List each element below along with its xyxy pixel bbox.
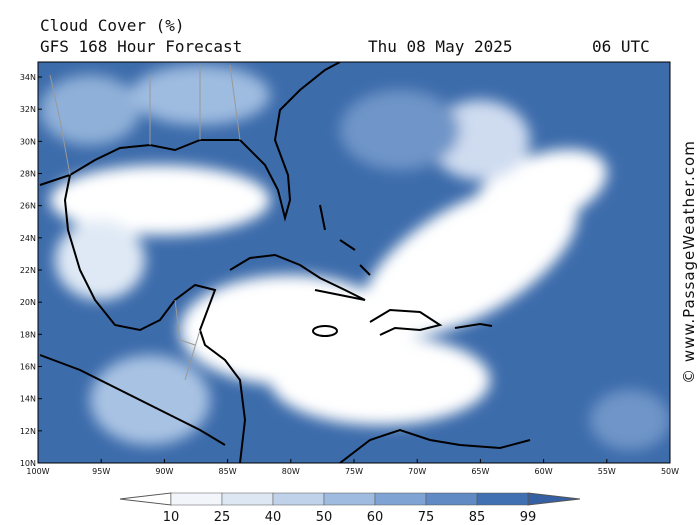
lat-label: 12N: [20, 427, 36, 436]
colorbar-label: 85: [469, 510, 486, 525]
lat-label: 14N: [20, 395, 36, 404]
colorbar-bin: [374, 492, 427, 506]
colorbar-label: 75: [418, 510, 435, 525]
lon-label: 85W: [219, 467, 237, 476]
colorbar-arrow: [119, 492, 172, 506]
colorbar-label: 25: [214, 510, 231, 525]
borders: [49, 64, 241, 381]
lon-label: 50W: [661, 467, 679, 476]
title: Cloud Cover (%): [40, 16, 185, 35]
map: [38, 62, 670, 463]
lon-labels: 100W 95W 90W 85W 80W 75W 70W 65W 60W 55W 50W: [26, 459, 679, 476]
colorbar-bin: [170, 492, 223, 506]
lon-label: 55W: [598, 467, 616, 476]
lat-label: 22N: [20, 266, 36, 275]
lon-label: 100W: [26, 467, 49, 476]
colorbar-bin: [323, 492, 376, 506]
lat-label: 16N: [20, 363, 36, 372]
colorbar-label: 40: [265, 510, 282, 525]
lat-label: 30N: [20, 137, 36, 146]
colorbar-bin: [476, 492, 529, 506]
colorbar-bin: [221, 492, 274, 506]
lat-label: 24N: [20, 234, 36, 243]
time: 06 UTC: [592, 37, 650, 56]
lon-label: 90W: [155, 467, 173, 476]
lat-label: 28N: [20, 170, 36, 179]
colorbar-label: 99: [520, 510, 537, 525]
colorbar-label: 10: [163, 510, 180, 525]
colorbar-label: 60: [367, 510, 384, 525]
lat-label: 26N: [20, 202, 36, 211]
lat-label: 10N: [20, 459, 36, 468]
colorbar-label: 50: [316, 510, 333, 525]
colorbar-arrow: [527, 492, 581, 506]
lat-label: 18N: [20, 330, 36, 339]
date: Thu 08 May 2025: [368, 37, 513, 56]
lat-label: 32N: [20, 105, 36, 114]
lon-label: 80W: [282, 467, 300, 476]
colorbar: 10 25 40 50 60 75 85 99: [119, 492, 581, 525]
coastlines: [39, 62, 531, 463]
colorbar-bin: [272, 492, 325, 506]
lon-label: 75W: [345, 467, 363, 476]
lon-label: 60W: [535, 467, 553, 476]
cloud-field: [40, 65, 670, 450]
lon-label: 95W: [92, 467, 110, 476]
lon-label: 65W: [471, 467, 489, 476]
lat-labels: 34N 32N 30N 28N 26N 24N 22N 20N 18N 16N 14N 12N 10N: [20, 73, 42, 468]
lat-label: 20N: [20, 298, 36, 307]
subtitle: GFS 168 Hour Forecast: [40, 37, 242, 56]
colorbar-bin: [425, 492, 478, 506]
credit: © www.PassageWeather.com: [680, 140, 698, 384]
lat-label: 34N: [20, 73, 36, 82]
lon-label: 70W: [408, 467, 426, 476]
